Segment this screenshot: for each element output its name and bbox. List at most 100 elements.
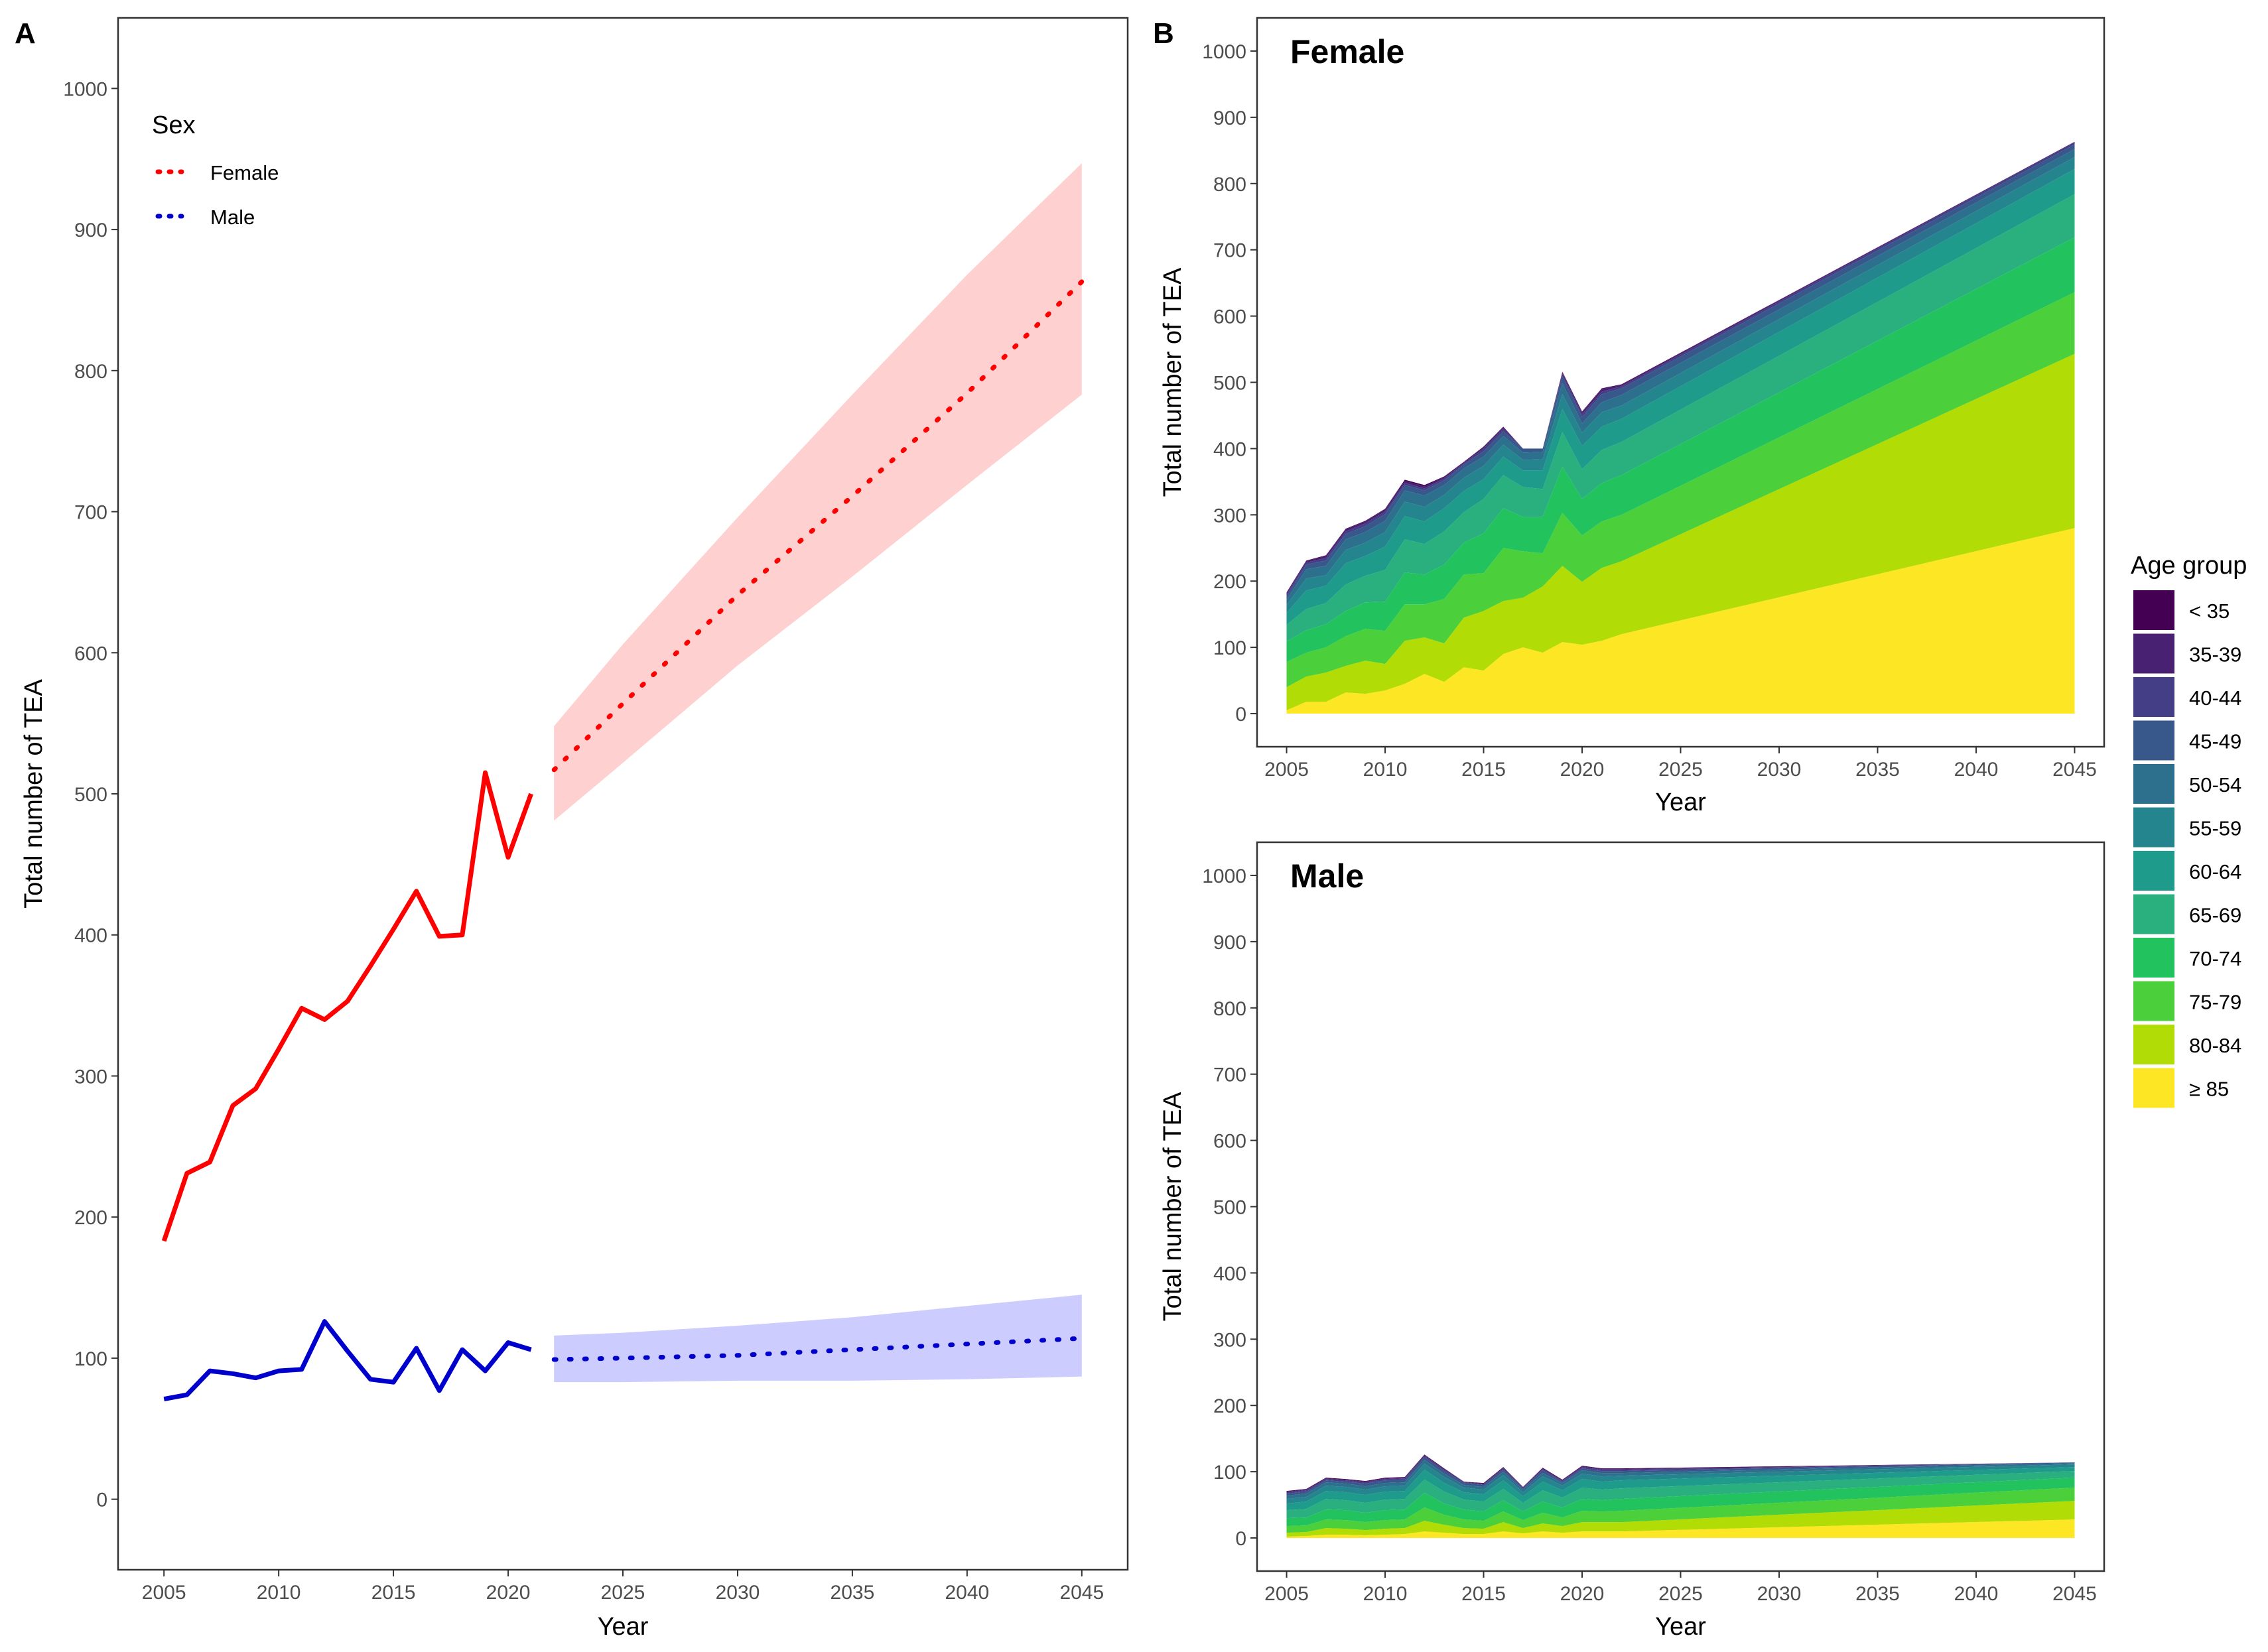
b-male-area-75-79 xyxy=(1286,1488,2075,1533)
b-female-x-tick-label: 2025 xyxy=(1658,759,1703,781)
a-x-axis-title: Year xyxy=(598,1613,649,1641)
b-male-y-axis-title: Total number of TEA xyxy=(1159,1092,1187,1321)
b-male-y-tick-label: 700 xyxy=(1213,1064,1246,1086)
b-male-x-tick-label: 2015 xyxy=(1461,1583,1506,1605)
age-legend-swatch-75-79 xyxy=(2133,981,2174,1021)
b-female-x-tick-label: 2010 xyxy=(1363,759,1408,781)
age-legend-label-35-39: 35-39 xyxy=(2189,643,2241,667)
b-female-y-tick-label: 500 xyxy=(1213,373,1246,395)
age-legend-swatch-35-39 xyxy=(2133,633,2174,674)
panel-b-male-area-chart: 2005 2010 2015 2020 2025 2030 2035 2040 2045 0 100… xyxy=(1159,841,2105,1641)
age-legend-label-70-74: 70-74 xyxy=(2189,947,2241,970)
b-female-x-tick-label: 2020 xyxy=(1560,759,1605,781)
b-female-x-tick-label: 2005 xyxy=(1264,759,1309,781)
b-male-x-axis-title: Year xyxy=(1655,1613,1706,1641)
a-panel-border xyxy=(117,17,1129,1571)
age-legend-swatch-lt-35 xyxy=(2133,590,2174,630)
a-y-tick-label: 600 xyxy=(74,643,107,665)
a-legend-title: Sex xyxy=(152,111,195,139)
b-male-y-tick-label: 1000 xyxy=(1202,865,1246,887)
b-male-x-tick-label: 2030 xyxy=(1757,1583,1802,1605)
age-legend-swatch-55-59 xyxy=(2133,807,2174,848)
b-male-plot-background xyxy=(1257,842,2104,1571)
a-female-forecast-interval-band xyxy=(554,163,1082,821)
a-y-axis-title: Total number of TEA xyxy=(20,679,48,909)
b-female-area-50-54 xyxy=(1286,149,2075,605)
b-female-y-tick-label: 600 xyxy=(1213,306,1246,328)
a-x-tick-label: 2015 xyxy=(371,1582,416,1604)
a-y-tick-label: 1000 xyxy=(63,78,107,100)
age-legend-label-65-69: 65-69 xyxy=(2189,904,2241,927)
panel-label-a: A xyxy=(15,17,36,50)
b-male-y-tick-label: 500 xyxy=(1213,1197,1246,1219)
a-x-tick-label: 2010 xyxy=(257,1582,301,1604)
b-female-area-80-84 xyxy=(1286,353,2075,710)
age-legend-label-55-59: 55-59 xyxy=(2189,817,2241,840)
b-female-area-ge-85 xyxy=(1286,528,2075,714)
a-y-tick-label: 900 xyxy=(74,220,107,241)
b-female-y-tick-label: 800 xyxy=(1213,174,1246,196)
a-x-tick-label: 2020 xyxy=(486,1582,531,1604)
age-legend-title: Age group xyxy=(2131,552,2247,580)
a-y-tick-label: 500 xyxy=(74,784,107,806)
b-female-y-tick-label: 100 xyxy=(1213,637,1246,659)
a-y-tick-label: 300 xyxy=(74,1066,107,1088)
b-male-y-tick-label: 900 xyxy=(1213,932,1246,954)
panel-label-b: B xyxy=(1153,17,1174,50)
age-legend-swatch-40-44 xyxy=(2133,677,2174,717)
b-male-area-ge-85 xyxy=(1286,1519,2075,1538)
b-female-area-65-69 xyxy=(1286,194,2075,642)
b-male-x-tick-label: 2025 xyxy=(1658,1583,1703,1605)
b-male-y-tick-label: 0 xyxy=(1235,1528,1246,1550)
a-legend-label-male: Male xyxy=(210,206,255,229)
age-legend-label-40-44: 40-44 xyxy=(2189,686,2241,710)
b-male-y-tick-label: 200 xyxy=(1213,1395,1246,1417)
a-x-tick-label: 2025 xyxy=(601,1582,645,1604)
b-male-x-tick-label: 2040 xyxy=(1954,1583,1999,1605)
b-female-y-tick-label: 700 xyxy=(1213,240,1246,262)
b-female-x-tick-label: 2030 xyxy=(1757,759,1802,781)
a-y-tick-label: 100 xyxy=(74,1348,107,1370)
b-male-y-tick-label: 800 xyxy=(1213,998,1246,1020)
b-male-y-tick-label: 400 xyxy=(1213,1263,1246,1285)
b-male-x-tick-label: 2045 xyxy=(2052,1583,2097,1605)
b-male-panel-border xyxy=(1256,841,2105,1572)
b-female-area-60-64 xyxy=(1286,168,2075,625)
a-y-tick-label: 800 xyxy=(74,361,107,383)
b-female-x-tick-label: 2040 xyxy=(1954,759,1999,781)
a-x-tick-label: 2040 xyxy=(945,1582,989,1604)
b-male-y-tick-label: 100 xyxy=(1213,1462,1246,1484)
age-legend-label-ge-85: ≥ 85 xyxy=(2189,1078,2229,1101)
a-x-tick-label: 2030 xyxy=(716,1582,760,1604)
b-male-facet-title: Male xyxy=(1290,858,1364,895)
b-female-y-axis-title: Total number of TEA xyxy=(1159,267,1187,497)
panel-a-line-chart: 2005 2010 2015 2020 2025 2030 2035 2040 2045 0 100… xyxy=(20,17,1129,1641)
a-x-tick-label: 2035 xyxy=(831,1582,875,1604)
age-legend-swatch-45-49 xyxy=(2133,720,2174,761)
b-male-area-45-49 xyxy=(1286,1457,2075,1496)
a-male-forecast-interval-band xyxy=(554,1295,1082,1383)
b-male-x-tick-label: 2005 xyxy=(1264,1583,1309,1605)
age-group-legend: Age group < 35 35-39 40-44 45-49 50-54 55-59 6… xyxy=(2131,552,2247,1108)
b-female-x-tick-label: 2035 xyxy=(1855,759,1900,781)
b-male-area-70-74 xyxy=(1286,1478,2075,1527)
age-legend-swatch-ge-85 xyxy=(2133,1068,2174,1108)
b-female-area-45-49 xyxy=(1286,144,2075,600)
a-y-tick-label: 0 xyxy=(96,1490,107,1511)
b-male-x-tick-label: 2035 xyxy=(1855,1583,1900,1605)
a-y-tick-label: 700 xyxy=(74,502,107,524)
age-legend-label-80-84: 80-84 xyxy=(2189,1034,2241,1057)
b-female-area-75-79 xyxy=(1286,292,2075,688)
b-female-area-55-59 xyxy=(1286,157,2075,613)
b-male-area-65-69 xyxy=(1286,1471,2075,1519)
age-legend-label-50-54: 50-54 xyxy=(2189,773,2241,796)
age-legend-swatch-60-64 xyxy=(2133,851,2174,891)
b-male-y-tick-label: 300 xyxy=(1213,1329,1246,1351)
a-y-tick-label: 400 xyxy=(74,925,107,947)
b-female-y-tick-label: 200 xyxy=(1213,571,1246,593)
age-legend-swatch-80-84 xyxy=(2133,1025,2174,1064)
age-legend-swatch-70-74 xyxy=(2133,938,2174,978)
b-female-y-tick-label: 400 xyxy=(1213,438,1246,460)
b-female-x-axis-title: Year xyxy=(1655,789,1706,816)
